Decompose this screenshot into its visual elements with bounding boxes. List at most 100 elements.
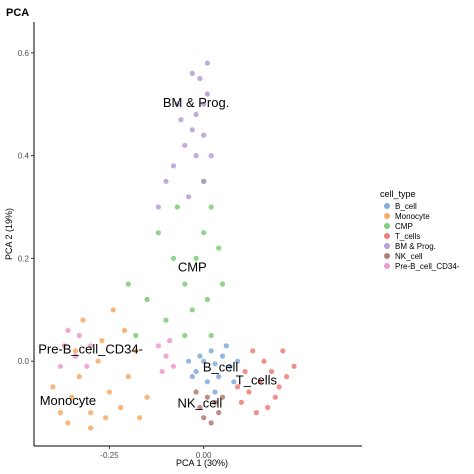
legend-label-bm-prog-: BM & Prog. [395,242,436,251]
point-monocyte-7 [65,420,71,426]
point-pre-b-cell-cd34--7 [163,353,169,359]
cluster-label-bm-prog-: BM & Prog. [163,95,229,110]
point-cmp-8 [144,296,150,303]
point-bm-prog--5 [201,178,207,184]
point-b-cell-1 [201,358,207,364]
y-tick-label: 0.4 [18,152,30,161]
legend-key-bm-prog- [384,243,390,249]
point-t-cells-10 [280,348,286,354]
point-b-cell-2 [219,353,226,359]
point-cmp-17 [219,281,226,287]
point-t-cells-1 [268,368,275,375]
point-monocyte-12 [110,307,116,313]
point-nk-cell-5 [193,389,199,395]
point-b-cell-13 [231,379,237,385]
point-b-cell-11 [197,353,203,359]
legend-label-t-cells: T_cells [395,232,420,241]
point-bm-prog--14 [155,204,161,210]
point-t-cells-7 [253,410,259,416]
point-monocyte-2 [88,410,94,416]
point-bm-prog--10 [178,117,184,123]
y-ticks: 0.0 0.2 0.4 0.6 [18,49,34,366]
point-b-cell-10 [223,343,229,349]
point-b-cell-3 [193,368,199,375]
point-nk-cell-2 [212,399,218,405]
point-monocyte-9 [99,338,105,344]
point-cmp-0 [193,255,199,261]
point-cmp-4 [189,307,195,313]
point-monocyte-17 [121,327,128,333]
legend-key-nk-cell [384,253,390,259]
point-pre-b-cell-cd34--4 [57,363,64,369]
point-nk-cell-7 [219,394,226,400]
point-pre-b-cell-cd34--5 [88,343,94,349]
point-bm-prog--4 [193,153,199,159]
point-pre-b-cell-cd34--11 [167,338,173,344]
point-pre-b-cell-cd34--8 [155,343,161,349]
point-pre-b-cell-cd34--3 [76,332,82,339]
point-bm-prog--0 [201,101,207,107]
cluster-label-layer: BM & Prog. CMP Pre-B_cell_CD34- B_cellT_cel… [38,95,277,411]
point-pre-b-cell-cd34--0 [72,353,79,359]
point-monocyte-18 [72,348,79,354]
point-bm-prog--7 [170,163,177,169]
x-axis-label: PCA 1 (30%) [176,458,228,468]
point-monocyte-15 [50,384,56,390]
y-axis-label: PCA 2 (19%) [4,208,14,260]
point-pre-b-cell-cd34--2 [84,363,90,369]
point-bm-prog--6 [182,142,188,148]
legend-label-cmp: CMP [395,222,413,231]
point-t-cells-4 [261,358,267,364]
point-bm-prog--2 [189,127,195,133]
point-t-cells-9 [242,368,248,375]
point-bm-prog--13 [201,132,207,138]
point-t-cells-11 [235,384,241,390]
legend-label-monocyte: Monocyte [395,212,430,221]
point-nk-cell-0 [204,394,210,400]
point-t-cells-2 [246,389,252,395]
point-cmp-9 [182,332,188,339]
point-cmp-15 [208,332,214,339]
y-tick-label: 0.0 [18,357,30,366]
point-b-cell-9 [204,379,210,385]
point-b-cell-12 [212,389,218,395]
point-b-cell-14 [189,374,195,380]
legend-title: cell_type [380,189,416,199]
x-tick-label: 0.00 [196,451,212,460]
y-tick-label: 0.6 [18,49,30,58]
point-monocyte-10 [80,317,86,323]
legend-key-pre-b-cell-cd34- [384,263,390,269]
cluster-label-b-cell: B_cell [203,360,239,375]
point-nk-cell-4 [216,410,222,416]
legend-key-b-cell [384,203,390,209]
point-cmp-2 [182,281,188,287]
point-nk-cell-1 [197,404,203,411]
point-bm-prog--17 [174,101,180,107]
cluster-label-nk-cell: NK_cell [178,396,223,411]
y-tick-label: 0.2 [18,254,30,263]
point-pre-b-cell-cd34--6 [65,327,71,333]
point-monocyte-6 [118,404,124,411]
point-b-cell-4 [227,363,233,369]
legend-key-monocyte [384,213,390,219]
legend-label-pre-b-cell-cd34-: Pre-B_cell_CD34- [395,262,460,271]
point-bm-prog--9 [204,91,210,97]
point-pre-b-cell-cd34--10 [159,368,165,375]
chart-title: PCA [6,7,29,19]
point-cmp-10 [216,245,222,251]
point-cmp-16 [133,332,139,339]
cluster-label-t-cells: T_cells [236,372,278,387]
point-cmp-5 [170,255,177,261]
point-cmp-3 [208,204,214,210]
point-cmp-1 [201,230,207,236]
point-t-cells-0 [257,379,263,385]
cluster-label-pre-b-cell-cd34-: Pre-B_cell_CD34- [38,342,143,357]
x-ticks: -0.25 0.00 [100,446,212,460]
point-t-cells-14 [291,363,297,369]
point-cmp-6 [204,296,210,303]
points-layer [50,60,297,431]
point-b-cell-8 [235,358,241,364]
point-b-cell-5 [208,348,214,354]
